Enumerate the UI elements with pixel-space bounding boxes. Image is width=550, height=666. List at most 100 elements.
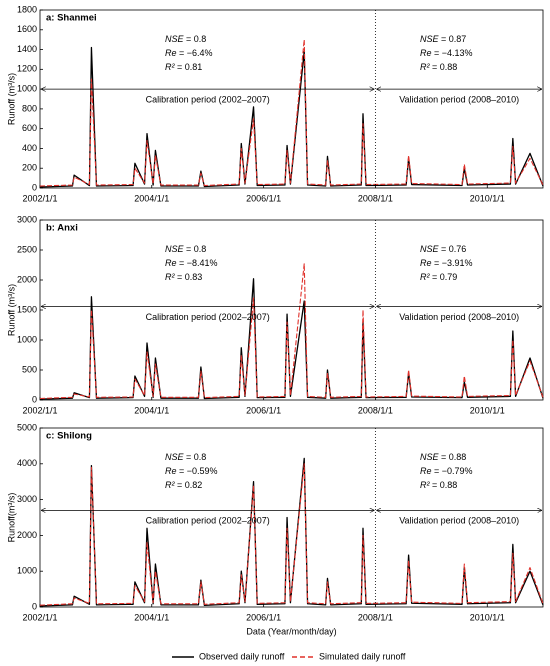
- y-tick-label: 800: [22, 103, 37, 113]
- stat-name: NSE: [420, 244, 440, 254]
- plot-frame: [39, 427, 544, 608]
- stat-value: = 0.81: [177, 62, 202, 72]
- stat-name: R²: [420, 480, 430, 490]
- stat-value: = 0.8: [186, 244, 206, 254]
- stat-name: R²: [420, 272, 430, 282]
- y-tick-label: 4000: [17, 458, 37, 468]
- y-tick-label: 2000: [17, 530, 37, 540]
- stat-name: R²: [420, 62, 430, 72]
- stat-name: NSE: [420, 452, 440, 462]
- runoff-line: [39, 278, 544, 400]
- stat-value: = −3.91%: [434, 258, 473, 268]
- runoff-line: [39, 39, 544, 187]
- stat-text: R² = 0.88: [420, 62, 457, 72]
- stat-text: R² = 0.83: [165, 272, 202, 282]
- stat-name: R²: [165, 272, 175, 282]
- y-tick-label: 3000: [17, 494, 37, 504]
- x-tick-label: 2002/1/1: [22, 193, 57, 203]
- stat-text: Re = −4.13%: [420, 48, 473, 58]
- stat-text: NSE = 0.8: [165, 452, 206, 462]
- stat-name: Re: [165, 466, 177, 476]
- y-tick-label: 1000: [17, 83, 37, 93]
- y-tick-label: 1500: [17, 304, 37, 314]
- stat-text: Re = −3.91%: [420, 258, 473, 268]
- stat-text: R² = 0.81: [165, 62, 202, 72]
- panel-title: a: Shanmei: [46, 13, 97, 24]
- runoff-line: [39, 457, 544, 607]
- legend-label: Simulated daily runoff: [319, 651, 406, 661]
- x-tick-label: 2006/1/1: [246, 193, 281, 203]
- panel: 0 500 1000 1500 2000 2500 3000 2002/1/1 2004/1/1…: [6, 214, 544, 415]
- y-tick-label: 0: [32, 601, 37, 611]
- stat-text: Re = −8.41%: [165, 258, 218, 268]
- stat-text: Re = −0.59%: [165, 466, 218, 476]
- y-tick-label: 0: [32, 394, 37, 404]
- stat-text: R² = 0.88: [420, 480, 457, 490]
- plot-frame: [39, 9, 544, 189]
- runoff-line: [39, 463, 544, 606]
- runoff-line: [39, 46, 544, 188]
- stat-text: R² = 0.82: [165, 480, 202, 490]
- stat-text: NSE = 0.8: [165, 34, 206, 44]
- stat-name: NSE: [165, 34, 185, 44]
- x-tick-label: 2004/1/1: [134, 193, 169, 203]
- stat-name: NSE: [420, 34, 440, 44]
- stat-text: Re = −6.4%: [165, 48, 213, 58]
- y-tick-label: 500: [22, 364, 37, 374]
- panel-title: b: Anxi: [46, 223, 78, 234]
- x-tick-label: 2010/1/1: [470, 612, 505, 622]
- y-axis-label: Runoff (m³/s): [6, 284, 16, 336]
- y-axis-label: Runoff (m³/s): [6, 73, 16, 125]
- y-tick-label: 600: [22, 123, 37, 133]
- y-tick-label: 1800: [17, 4, 37, 14]
- stat-value: = −6.4%: [179, 48, 213, 58]
- legend: Observed daily runoff Simulated daily ru…: [172, 651, 406, 661]
- x-tick-label: 2006/1/1: [246, 612, 281, 622]
- period-label: Calibration period (2002–2007): [146, 516, 270, 526]
- stat-value: = −0.79%: [434, 466, 473, 476]
- stat-text: NSE = 0.8: [165, 244, 206, 254]
- panel-title: c: Shilong: [46, 431, 92, 442]
- period-label: Calibration period (2002–2007): [146, 312, 270, 322]
- stat-name: NSE: [165, 452, 185, 462]
- stat-name: Re: [420, 258, 432, 268]
- stat-name: Re: [165, 48, 177, 58]
- stat-value: = 0.88: [432, 480, 457, 490]
- y-axis-label: Runoff(m³/s): [6, 493, 16, 543]
- x-axis-label: Data (Year/month/day): [246, 626, 336, 636]
- stat-name: R²: [165, 62, 175, 72]
- y-tick-label: 200: [22, 163, 37, 173]
- stat-name: Re: [165, 258, 177, 268]
- x-tick-label: 2008/1/1: [358, 405, 393, 415]
- stat-value: = −4.13%: [434, 48, 473, 58]
- stat-value: = 0.82: [177, 480, 202, 490]
- stat-text: NSE = 0.87: [420, 34, 466, 44]
- stat-value: = −0.59%: [179, 466, 218, 476]
- x-tick-label: 2008/1/1: [358, 193, 393, 203]
- stat-name: Re: [420, 48, 432, 58]
- stat-text: NSE = 0.88: [420, 452, 466, 462]
- stat-value: = 0.8: [186, 34, 206, 44]
- y-tick-label: 1200: [17, 64, 37, 74]
- stat-value: = 0.8: [186, 452, 206, 462]
- period-label: Validation period (2008–2010): [399, 94, 519, 104]
- stat-value: = 0.76: [441, 244, 466, 254]
- period-label: Validation period (2008–2010): [399, 516, 519, 526]
- panel: 0 200 400 600 800 1000 1200 1400 1600 1800 2002/1/…: [6, 4, 544, 203]
- x-tick-label: 2010/1/1: [470, 193, 505, 203]
- stat-value: = 0.88: [441, 452, 466, 462]
- x-tick-label: 2008/1/1: [358, 612, 393, 622]
- y-tick-label: 3000: [17, 214, 37, 224]
- stat-name: Re: [420, 466, 432, 476]
- stat-value: = 0.79: [432, 272, 457, 282]
- x-tick-label: 2006/1/1: [246, 405, 281, 415]
- y-tick-label: 1000: [17, 566, 37, 576]
- period-label: Calibration period (2002–2007): [146, 94, 270, 104]
- y-tick-label: 2500: [17, 244, 37, 254]
- y-tick-label: 1600: [17, 24, 37, 34]
- x-tick-label: 2002/1/1: [22, 405, 57, 415]
- legend-label: Observed daily runoff: [199, 651, 285, 661]
- stat-value: = 0.83: [177, 272, 202, 282]
- stat-name: NSE: [165, 244, 185, 254]
